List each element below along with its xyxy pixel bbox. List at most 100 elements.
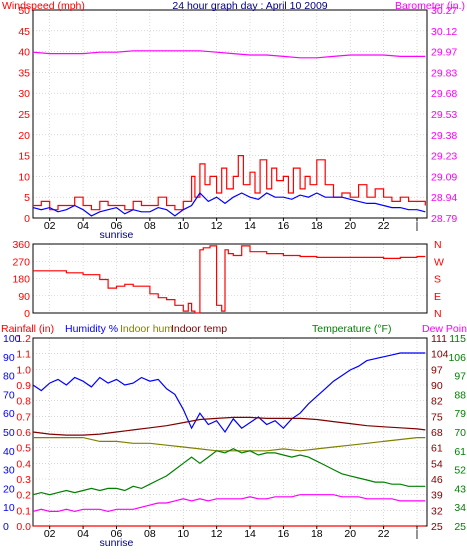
chart-title: 24 hour graph day : April 10 2009	[172, 0, 327, 12]
barometer-y-tick-label: 28.79	[431, 213, 457, 225]
temperature-y-tick-label: 106	[448, 352, 466, 364]
chart-2-x-tick-label: 18	[311, 528, 323, 540]
compass-tick-label: N	[434, 239, 442, 251]
wind-y-tick-label: 25	[18, 109, 30, 121]
humidity-y-tick-label: 20	[3, 483, 15, 495]
barometer-y-tick-label: 29.83	[431, 67, 457, 79]
indoor-temp-y-tick-label: 97	[431, 364, 443, 376]
rainfall-axis-title: Rainfall (in)	[1, 323, 54, 335]
compass-tick-label: E	[434, 291, 441, 303]
chart-0-x-tick-label: 02	[44, 220, 56, 232]
temperature-series-line	[32, 448, 426, 496]
direction-y-tick-label: 180	[12, 274, 30, 286]
indoor-hum-series-line	[33, 437, 426, 452]
wind-average-series-line	[32, 192, 426, 217]
barometer-y-tick-label: 29.09	[431, 171, 457, 183]
barometer-series-line	[32, 50, 426, 59]
barometer-y-tick-label: 29.97	[431, 47, 457, 59]
chart-0-x-tick-label: 04	[77, 220, 89, 232]
rain-y-tick-label: 0.1	[16, 505, 31, 517]
barometer-y-tick-label: 29.68	[431, 88, 457, 100]
wind-y-tick-label: 0	[24, 213, 30, 225]
temperature-y-tick-label: 25	[454, 521, 466, 533]
chart-2-sunrise-label: sunrise	[100, 537, 134, 549]
wind-y-tick-label: 45	[18, 26, 30, 38]
temperature-y-tick-label: 70	[454, 427, 466, 439]
humidity-y-tick-label: 100	[3, 333, 21, 345]
compass-tick-label: S	[434, 274, 441, 286]
direction-y-tick-label: 90	[18, 291, 30, 303]
indoor-temp-y-tick-label: 54	[431, 458, 443, 470]
chart-0-x-tick-label: 20	[344, 220, 356, 232]
direction-y-tick-label: 0	[24, 308, 30, 320]
wind-y-tick-label: 20	[18, 130, 30, 142]
direction-y-tick-label: 360	[12, 239, 30, 251]
indoor-temp-y-tick-label: 104	[431, 349, 449, 361]
indoor-temp-y-tick-label: 39	[431, 490, 443, 502]
rain-y-tick-label: 0.2	[16, 490, 31, 502]
wind-y-tick-label: 35	[18, 67, 30, 79]
humidity-y-tick-label: 80	[3, 371, 15, 383]
wind-y-tick-label: 30	[18, 88, 30, 100]
wind-y-tick-label: 5	[24, 192, 30, 204]
indoor-temp-y-tick-label: 25	[431, 521, 443, 533]
chart-2-x-tick-label: 10	[177, 528, 189, 540]
compass-tick-label: W	[434, 256, 444, 268]
temperature-y-tick-label: 88	[454, 389, 466, 401]
barometer-y-tick-label: 29.23	[431, 151, 457, 163]
barometer-y-tick-label: 30.27	[431, 5, 457, 17]
humidity-y-tick-label: 60	[3, 408, 15, 420]
humidity-y-tick-label: 10	[3, 502, 15, 514]
barometer-y-tick-label: 30.12	[431, 26, 457, 38]
chart-2-x-tick-label: 02	[44, 528, 56, 540]
chart-2-x-tick-label: 20	[344, 528, 356, 540]
humidity-y-tick-label: 0	[3, 521, 9, 533]
indoor-temp-y-tick-label: 82	[431, 396, 443, 408]
humidity-y-tick-label: 40	[3, 446, 15, 458]
chart-2-x-tick-label: 14	[244, 528, 256, 540]
temperature-y-tick-label: 115	[449, 333, 466, 345]
direction-y-tick-label: 270	[12, 256, 30, 268]
chart-2-x-tick-label: 04	[77, 528, 89, 540]
rain-y-tick-label: 0.5	[16, 443, 31, 455]
rain-y-tick-label: 1.0	[16, 364, 31, 376]
indoor-hum-legend-label: Indoor hum	[120, 323, 173, 335]
chart-2-x-tick-label: 22	[378, 528, 390, 540]
chart-0-x-tick-label: 10	[177, 220, 189, 232]
humidity-y-tick-label: 70	[3, 389, 15, 401]
rain-y-tick-label: 0.6	[16, 427, 31, 439]
chart-0-x-tick-label: 12	[211, 220, 223, 232]
rain-y-tick-label: 0.9	[16, 380, 31, 392]
temperature-y-tick-label: 34	[454, 502, 466, 514]
chart-0-x-tick-label: 16	[278, 220, 290, 232]
temperature-y-tick-label: 52	[454, 465, 466, 477]
humidity-y-tick-label: 90	[3, 352, 15, 364]
barometer-y-tick-label: 29.38	[431, 130, 457, 142]
chart-0-x-tick-label: 08	[144, 220, 156, 232]
temperature-y-tick-label: 79	[454, 408, 466, 420]
temp-plot-frame	[32, 337, 428, 527]
rain-y-tick-label: 0.8	[16, 396, 31, 408]
humidity-series-line	[32, 352, 426, 434]
windspeed-axis-title: Windspeed (mph)	[2, 0, 85, 12]
indoor-temp-legend-label: Indoor temp	[171, 323, 227, 335]
rain-y-tick-label: 0.4	[16, 458, 31, 470]
chart-0-x-tick-label: 06	[111, 220, 123, 232]
temperature-y-tick-label: 61	[454, 446, 466, 458]
compass-tick-label: N	[434, 308, 442, 320]
barometer-axis-title: Barometer (in.)	[395, 0, 465, 12]
humidity-y-tick-label: 50	[3, 427, 15, 439]
temperature-y-tick-label: 97	[454, 371, 466, 383]
chart-0-x-tick-label: |	[416, 220, 419, 232]
barometer-y-tick-label: 29.53	[431, 109, 457, 121]
wind-direction-series-line	[33, 245, 426, 314]
indoor-temp-y-tick-label: 68	[431, 427, 443, 439]
chart-0-x-tick-label: 22	[378, 220, 390, 232]
chart-2-x-tick-label: 08	[144, 528, 156, 540]
wind-plot-frame	[32, 9, 428, 219]
chart-0-sunrise-label: sunrise	[100, 229, 134, 241]
chart-2-x-tick-label: 12	[211, 528, 223, 540]
rain-y-tick-label: 1.1	[16, 349, 31, 361]
